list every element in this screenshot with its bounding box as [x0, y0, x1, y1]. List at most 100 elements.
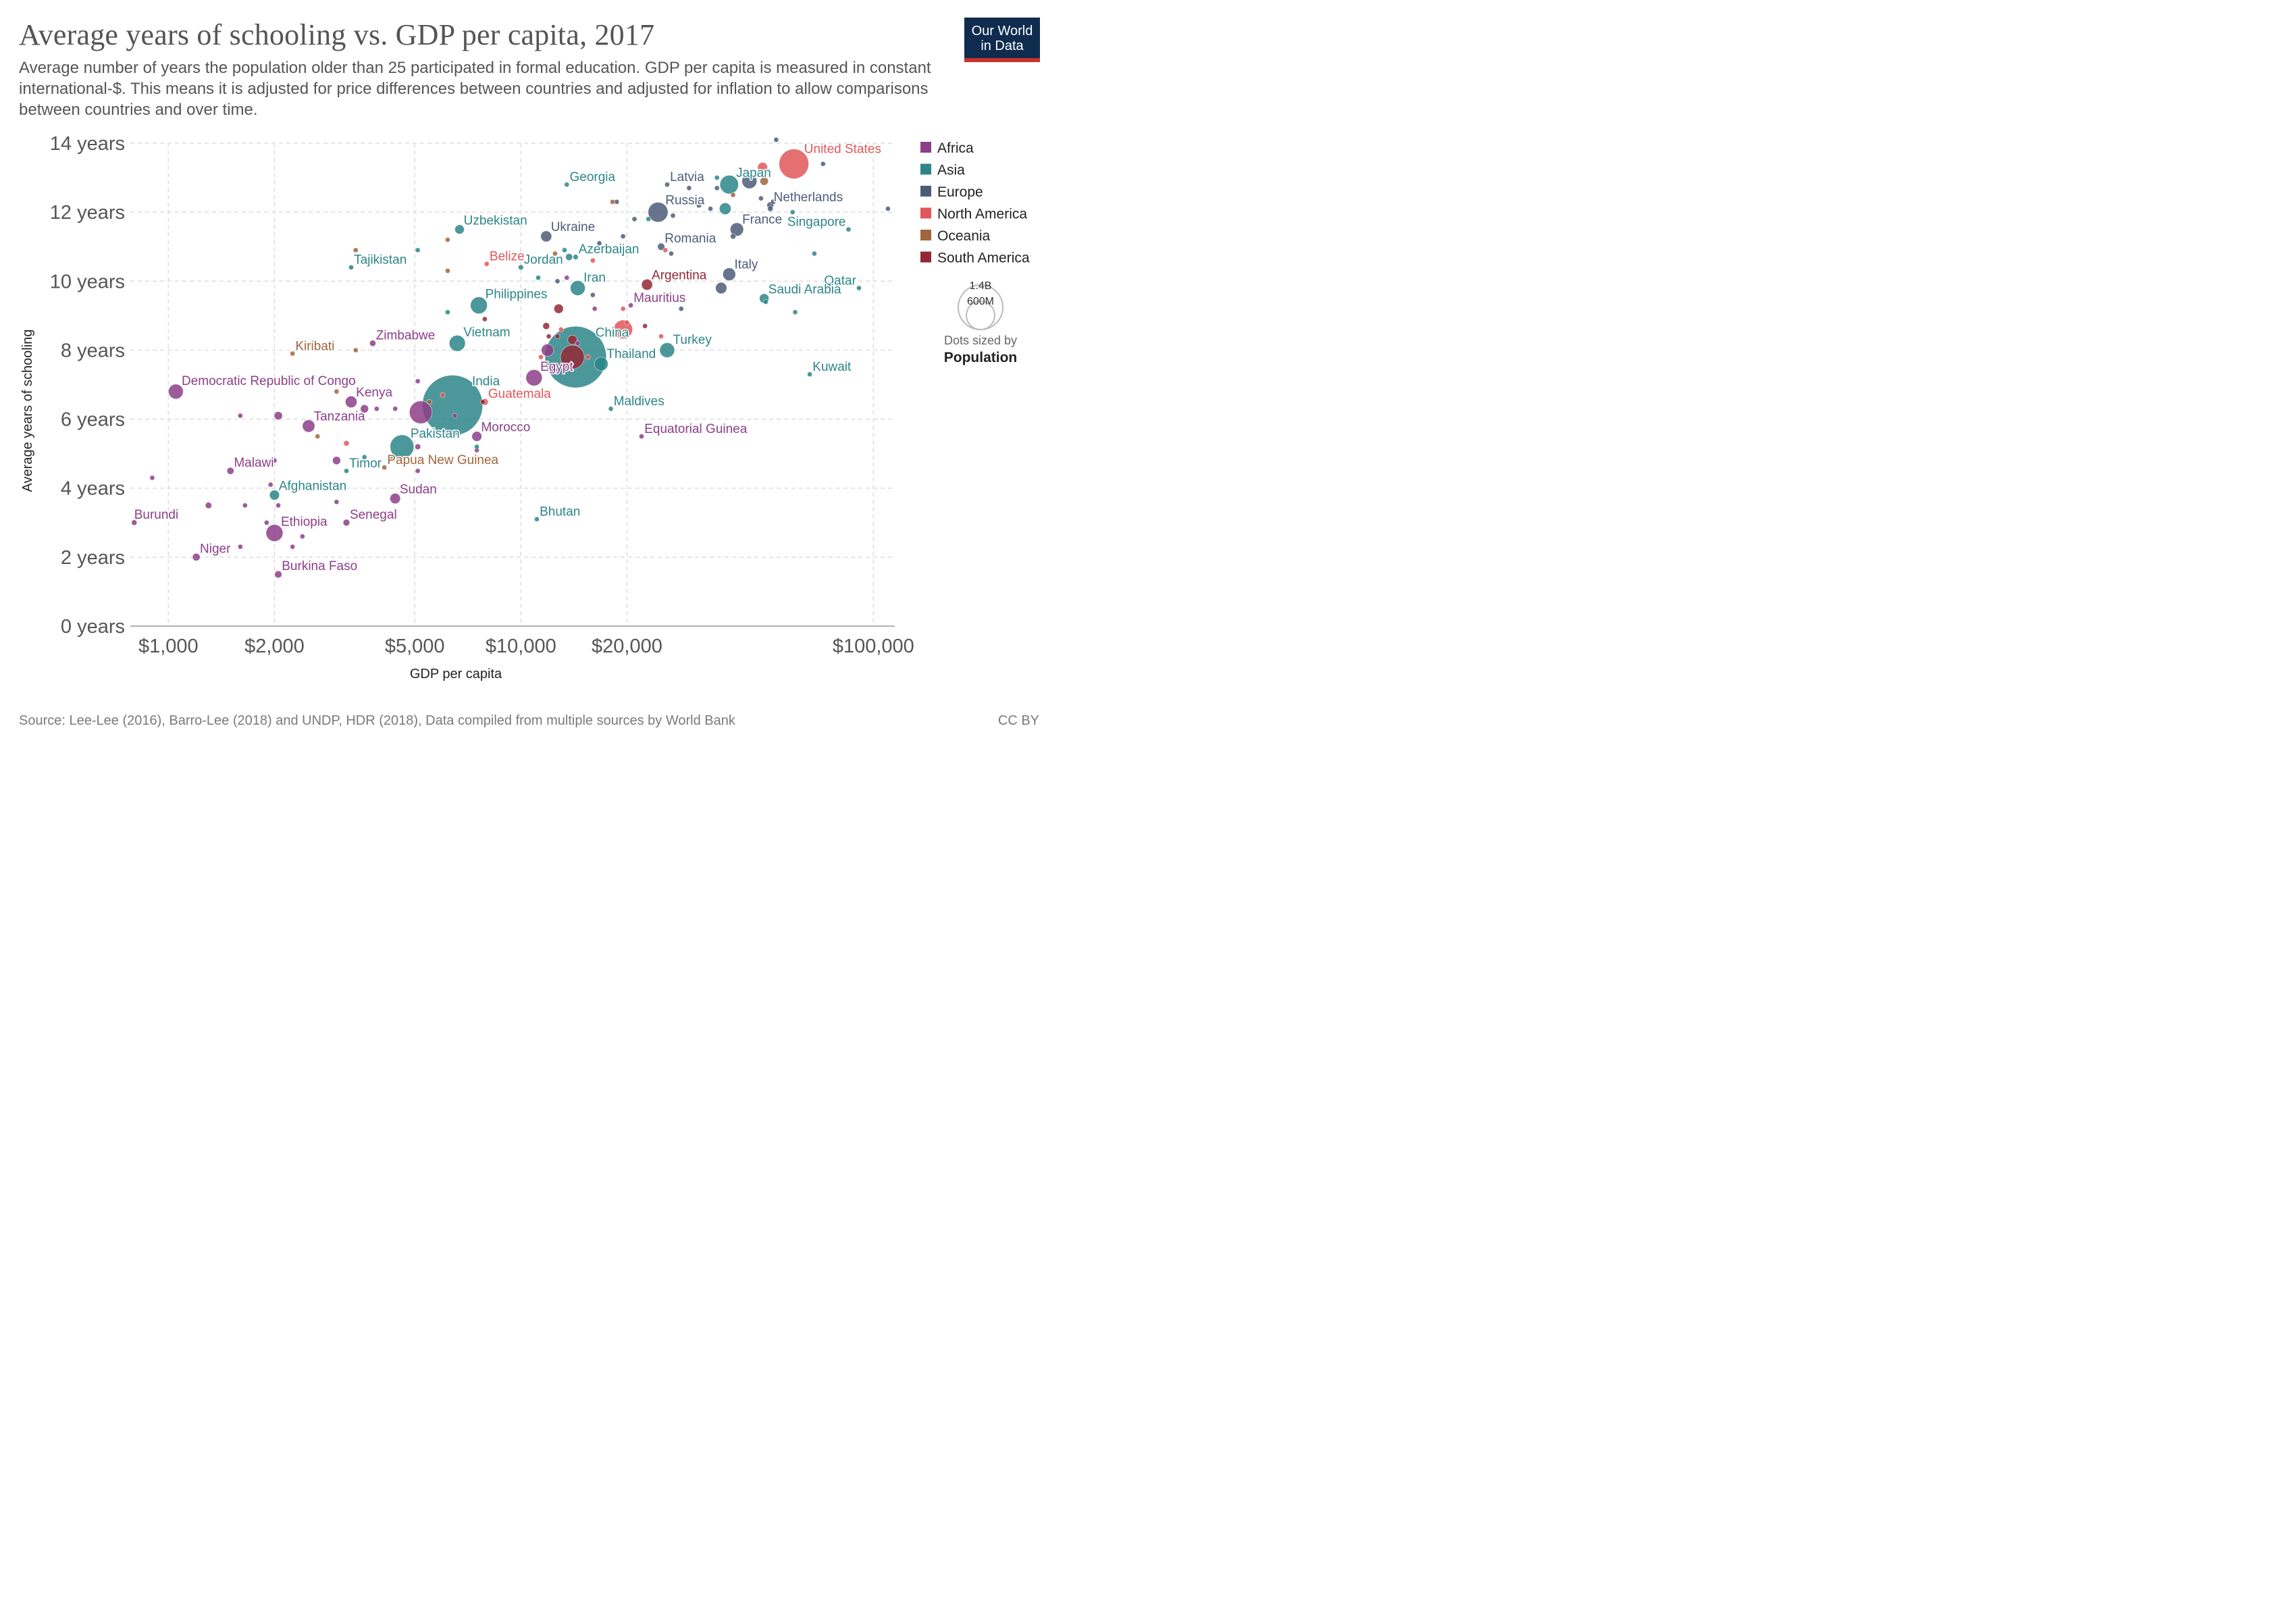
data-point[interactable]	[590, 257, 596, 263]
point-iran[interactable]	[570, 280, 585, 296]
data-point[interactable]	[561, 247, 568, 253]
data-point[interactable]	[267, 482, 273, 488]
legend-label-north-america[interactable]: North America	[937, 207, 1027, 222]
point-belize[interactable]	[484, 261, 490, 267]
legend-label-south-america[interactable]: South America	[937, 251, 1030, 266]
data-point[interactable]	[575, 340, 581, 346]
point-ethiopia[interactable]	[265, 524, 284, 542]
data-point[interactable]	[290, 544, 296, 550]
point-georgia[interactable]	[564, 182, 570, 188]
data-point[interactable]	[444, 236, 450, 242]
data-point[interactable]	[361, 454, 367, 460]
data-point[interactable]	[334, 499, 340, 505]
point-zimbabwe[interactable]	[369, 340, 376, 347]
data-point[interactable]	[536, 275, 542, 281]
point-romania[interactable]	[657, 242, 665, 251]
point-afghanistan[interactable]	[269, 490, 280, 500]
point-sudan[interactable]	[390, 492, 401, 505]
data-point[interactable]	[444, 309, 450, 315]
data-point[interactable]	[474, 444, 480, 450]
point-azerbaijan[interactable]	[573, 254, 579, 260]
data-point[interactable]	[708, 206, 714, 212]
data-point[interactable]	[885, 206, 891, 212]
data-point[interactable]	[242, 503, 248, 509]
data-point[interactable]	[642, 323, 648, 329]
data-point[interactable]	[773, 136, 779, 143]
owid-logo[interactable]: Our World in Data	[964, 18, 1040, 62]
data-point[interactable]	[596, 240, 602, 247]
data-point[interactable]	[276, 503, 282, 509]
data-point[interactable]	[770, 199, 777, 205]
legend-swatch-africa[interactable]	[920, 142, 931, 153]
point-pakistan[interactable]	[390, 434, 415, 459]
legend-label-oceania[interactable]: Oceania	[937, 228, 991, 244]
point-united-states[interactable]	[779, 149, 810, 180]
data-point[interactable]	[360, 404, 369, 413]
data-point[interactable]	[719, 203, 731, 215]
data-point[interactable]	[730, 192, 736, 198]
point-equatorial-guinea[interactable]	[639, 434, 645, 440]
data-point[interactable]	[620, 233, 626, 239]
data-point[interactable]	[757, 162, 768, 173]
point-philippines[interactable]	[470, 297, 488, 314]
data-point[interactable]	[668, 251, 674, 257]
data-point[interactable]	[440, 392, 446, 398]
point-kuwait[interactable]	[807, 371, 813, 378]
data-point[interactable]	[646, 216, 652, 222]
data-point[interactable]	[554, 333, 560, 339]
data-point[interactable]	[762, 299, 768, 305]
data-point[interactable]	[741, 173, 758, 189]
data-point[interactable]	[271, 457, 278, 463]
point-papua-new-guinea[interactable]	[382, 465, 388, 471]
data-point[interactable]	[662, 247, 669, 253]
point-turkey[interactable]	[659, 342, 675, 358]
data-point[interactable]	[678, 306, 684, 312]
point-kiribati[interactable]	[290, 351, 296, 357]
data-point[interactable]	[696, 202, 702, 209]
data-point[interactable]	[299, 534, 305, 540]
data-point[interactable]	[820, 161, 826, 167]
data-point[interactable]	[353, 347, 359, 353]
data-point[interactable]	[792, 309, 798, 315]
data-point[interactable]	[789, 209, 795, 215]
data-point[interactable]	[263, 519, 269, 525]
data-point[interactable]	[546, 333, 552, 339]
license-link[interactable]: CC BY	[997, 713, 1039, 728]
point-niger[interactable]	[192, 552, 201, 561]
data-point[interactable]	[415, 378, 421, 384]
point-thailand[interactable]	[594, 357, 608, 371]
data-point[interactable]	[415, 443, 421, 451]
region-legend[interactable]: Africa Asia Europe North America Oceania Sout…	[920, 140, 1030, 266]
point-timor[interactable]	[344, 468, 350, 474]
point-ukraine[interactable]	[540, 230, 552, 242]
legend-swatch-europe[interactable]	[920, 186, 931, 197]
point-tanzania[interactable]	[302, 419, 315, 433]
point-france[interactable]	[729, 222, 744, 236]
data-point[interactable]	[620, 306, 626, 312]
data-point[interactable]	[624, 319, 630, 326]
point-argentina[interactable]	[641, 278, 653, 290]
data-point[interactable]	[373, 406, 380, 412]
data-point[interactable]	[452, 413, 458, 419]
point-senegal[interactable]	[342, 519, 350, 527]
data-point[interactable]	[205, 502, 212, 509]
data-point[interactable]	[590, 292, 596, 298]
data-point[interactable]	[415, 468, 421, 474]
data-point[interactable]	[760, 176, 769, 186]
data-point[interactable]	[415, 247, 421, 253]
data-point[interactable]	[560, 344, 585, 369]
data-point[interactable]	[541, 343, 554, 357]
data-point[interactable]	[334, 388, 340, 394]
data-point[interactable]	[564, 275, 570, 281]
data-point[interactable]	[730, 233, 737, 240]
data-point[interactable]	[353, 247, 359, 253]
data-point[interactable]	[658, 333, 664, 339]
data-point[interactable]	[444, 267, 450, 274]
point-vietnam[interactable]	[448, 334, 466, 352]
data-point[interactable]	[149, 475, 155, 481]
data-point[interactable]	[758, 195, 764, 201]
point-burundi[interactable]	[131, 519, 138, 526]
legend-label-europe[interactable]: Europe	[937, 184, 983, 200]
data-point[interactable]	[592, 306, 598, 312]
point-burkina-faso[interactable]	[274, 570, 282, 579]
